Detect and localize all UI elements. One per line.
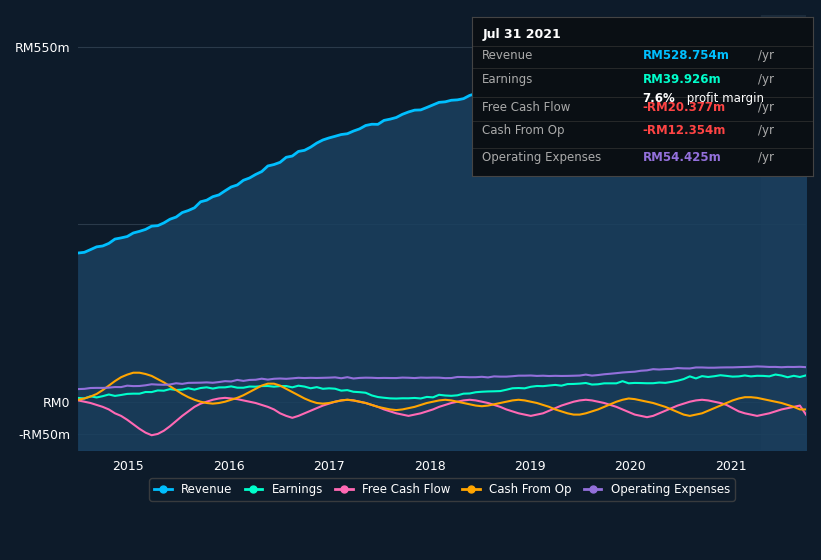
Text: RM528.754m: RM528.754m <box>643 49 729 62</box>
Text: /yr: /yr <box>759 49 774 62</box>
Text: /yr: /yr <box>759 151 774 164</box>
Text: profit margin: profit margin <box>683 92 764 105</box>
Text: RM39.926m: RM39.926m <box>643 73 721 86</box>
Text: /yr: /yr <box>759 73 774 86</box>
Text: Revenue: Revenue <box>482 49 534 62</box>
Text: /yr: /yr <box>759 101 774 114</box>
Text: /yr: /yr <box>759 124 774 137</box>
Text: RM54.425m: RM54.425m <box>643 151 721 164</box>
Legend: Revenue, Earnings, Free Cash Flow, Cash From Op, Operating Expenses: Revenue, Earnings, Free Cash Flow, Cash … <box>149 478 735 501</box>
Text: 7.6%: 7.6% <box>643 92 675 105</box>
Text: Operating Expenses: Operating Expenses <box>482 151 602 164</box>
Text: Earnings: Earnings <box>482 73 534 86</box>
Bar <box>761 15 806 450</box>
Text: -RM20.377m: -RM20.377m <box>643 101 726 114</box>
Text: Free Cash Flow: Free Cash Flow <box>482 101 571 114</box>
Text: Jul 31 2021: Jul 31 2021 <box>482 28 561 41</box>
Text: Cash From Op: Cash From Op <box>482 124 565 137</box>
Text: -RM12.354m: -RM12.354m <box>643 124 726 137</box>
